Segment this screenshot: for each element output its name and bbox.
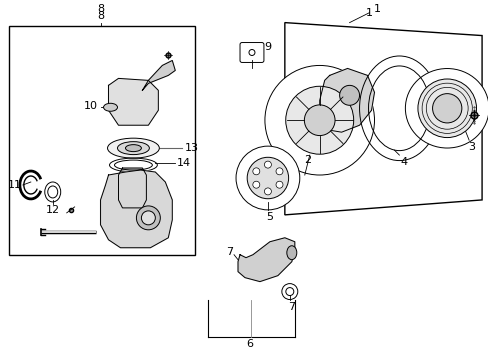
Text: 9: 9 [264,41,271,51]
Text: 5: 5 [266,212,273,222]
Text: 12: 12 [45,205,60,215]
Polygon shape [118,168,146,208]
Ellipse shape [125,145,141,152]
Polygon shape [238,238,294,282]
Ellipse shape [405,68,488,148]
Text: 13: 13 [185,143,199,153]
Text: 1: 1 [365,8,372,18]
Circle shape [252,181,259,188]
Text: 6: 6 [246,339,253,349]
Circle shape [264,188,271,195]
Text: 14: 14 [177,158,191,168]
Circle shape [275,168,283,175]
Text: 8: 8 [97,11,104,21]
Circle shape [252,168,259,175]
Text: 1: 1 [373,4,380,14]
Text: 11: 11 [8,180,22,190]
Polygon shape [142,60,175,90]
Circle shape [285,86,353,154]
Circle shape [264,66,374,175]
Polygon shape [101,170,172,248]
Text: 2: 2 [304,155,311,165]
Circle shape [141,211,155,225]
Polygon shape [108,78,158,125]
Circle shape [432,94,461,123]
Text: 3: 3 [468,142,475,152]
Ellipse shape [117,141,149,154]
Circle shape [236,146,299,210]
Circle shape [304,105,334,136]
Circle shape [339,85,359,105]
Circle shape [417,79,475,138]
Circle shape [248,50,254,55]
Text: 7: 7 [226,247,233,257]
Circle shape [264,161,271,168]
Circle shape [136,206,160,230]
Text: 4: 4 [400,157,407,167]
FancyBboxPatch shape [240,42,264,62]
Bar [9,26,195,255]
Polygon shape [319,68,374,132]
Polygon shape [285,23,481,215]
Circle shape [247,157,288,199]
Ellipse shape [103,103,117,111]
Text: 8: 8 [97,4,104,14]
Text: 10: 10 [83,101,98,111]
Ellipse shape [286,246,296,260]
Circle shape [275,181,283,188]
Text: 7: 7 [287,302,295,311]
Ellipse shape [107,138,159,158]
